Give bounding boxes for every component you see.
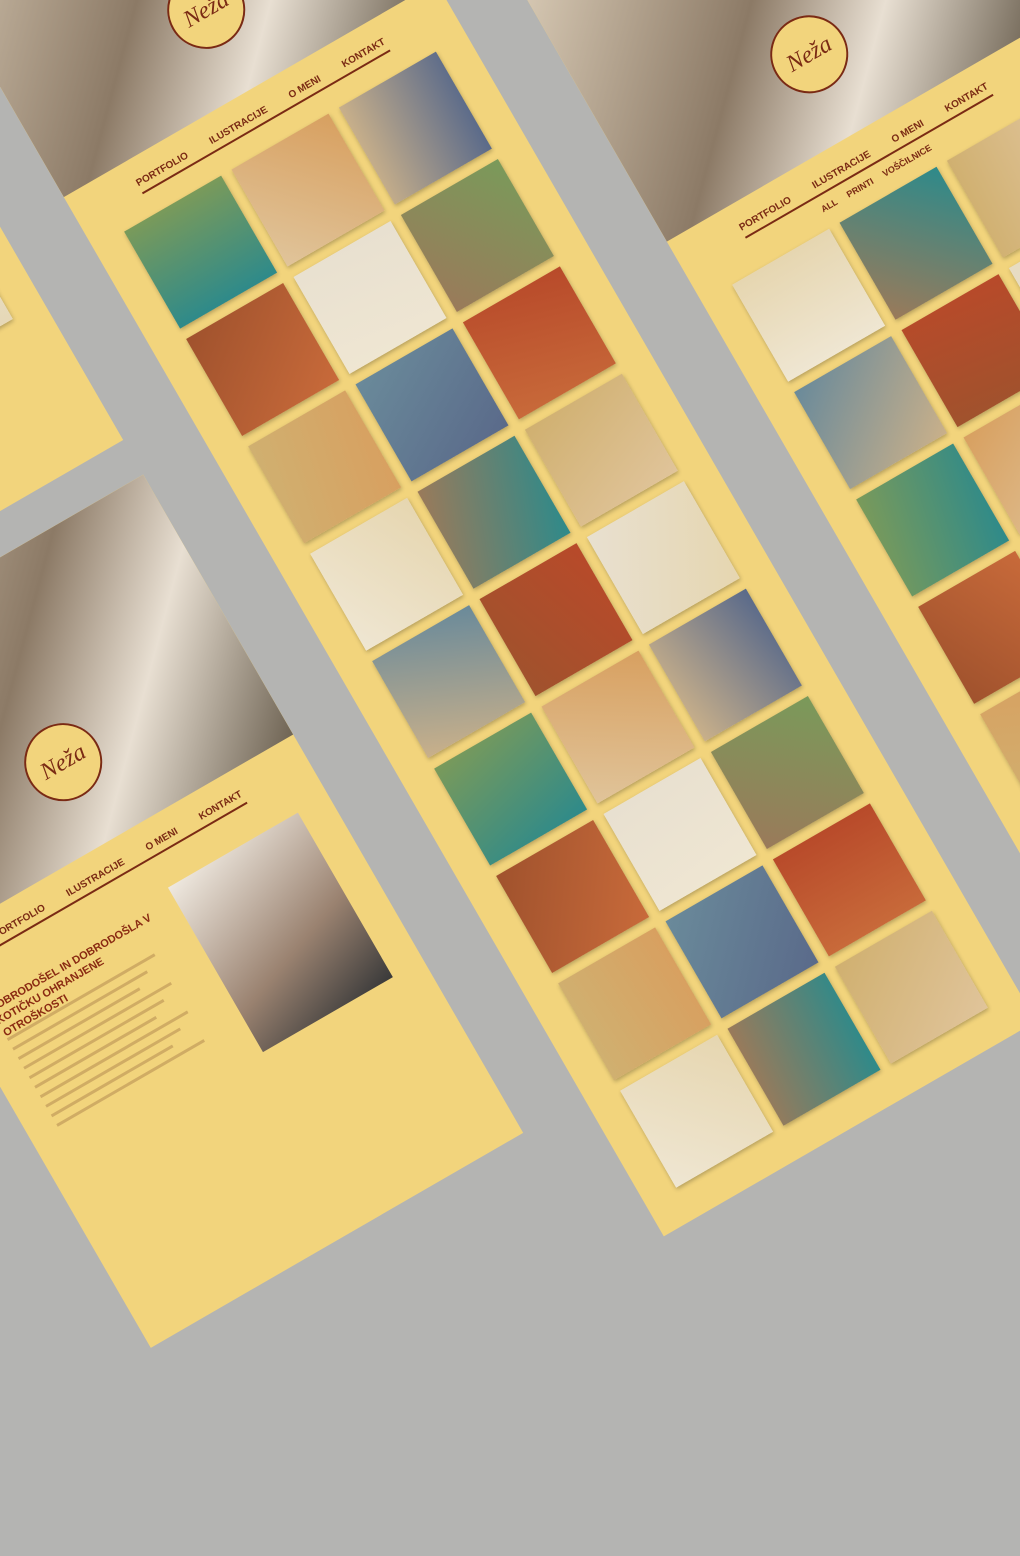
nav-link[interactable]: PORTFOLIO [737,194,794,234]
nav-link[interactable]: KONTAKT [943,81,991,115]
filter[interactable]: ALL [819,196,840,215]
nav-link[interactable]: PORTFOLIO [0,902,48,942]
mockup: Neža PORTFOLIO ILUSTRACIJE O MENI KONTAKT Než… [0,0,1020,1348]
text-line [39,1010,189,1099]
nav-link[interactable]: KONTAKT [197,788,245,823]
portrait-photo [167,812,393,1053]
nav-link[interactable]: O MENI [286,73,324,102]
illustration [0,221,13,375]
filter[interactable]: PRINTI [844,176,876,200]
nav-link[interactable]: KONTAKT [340,36,388,71]
nav-link[interactable]: O MENI [143,826,181,854]
nav-link[interactable]: ILUSTRACIJE [207,104,270,147]
nav-link[interactable]: ILUSTRACIJE [64,856,127,900]
text-line [56,1039,205,1127]
nav-link[interactable]: O MENI [889,118,927,146]
nav-link[interactable]: PORTFOLIO [134,150,191,190]
